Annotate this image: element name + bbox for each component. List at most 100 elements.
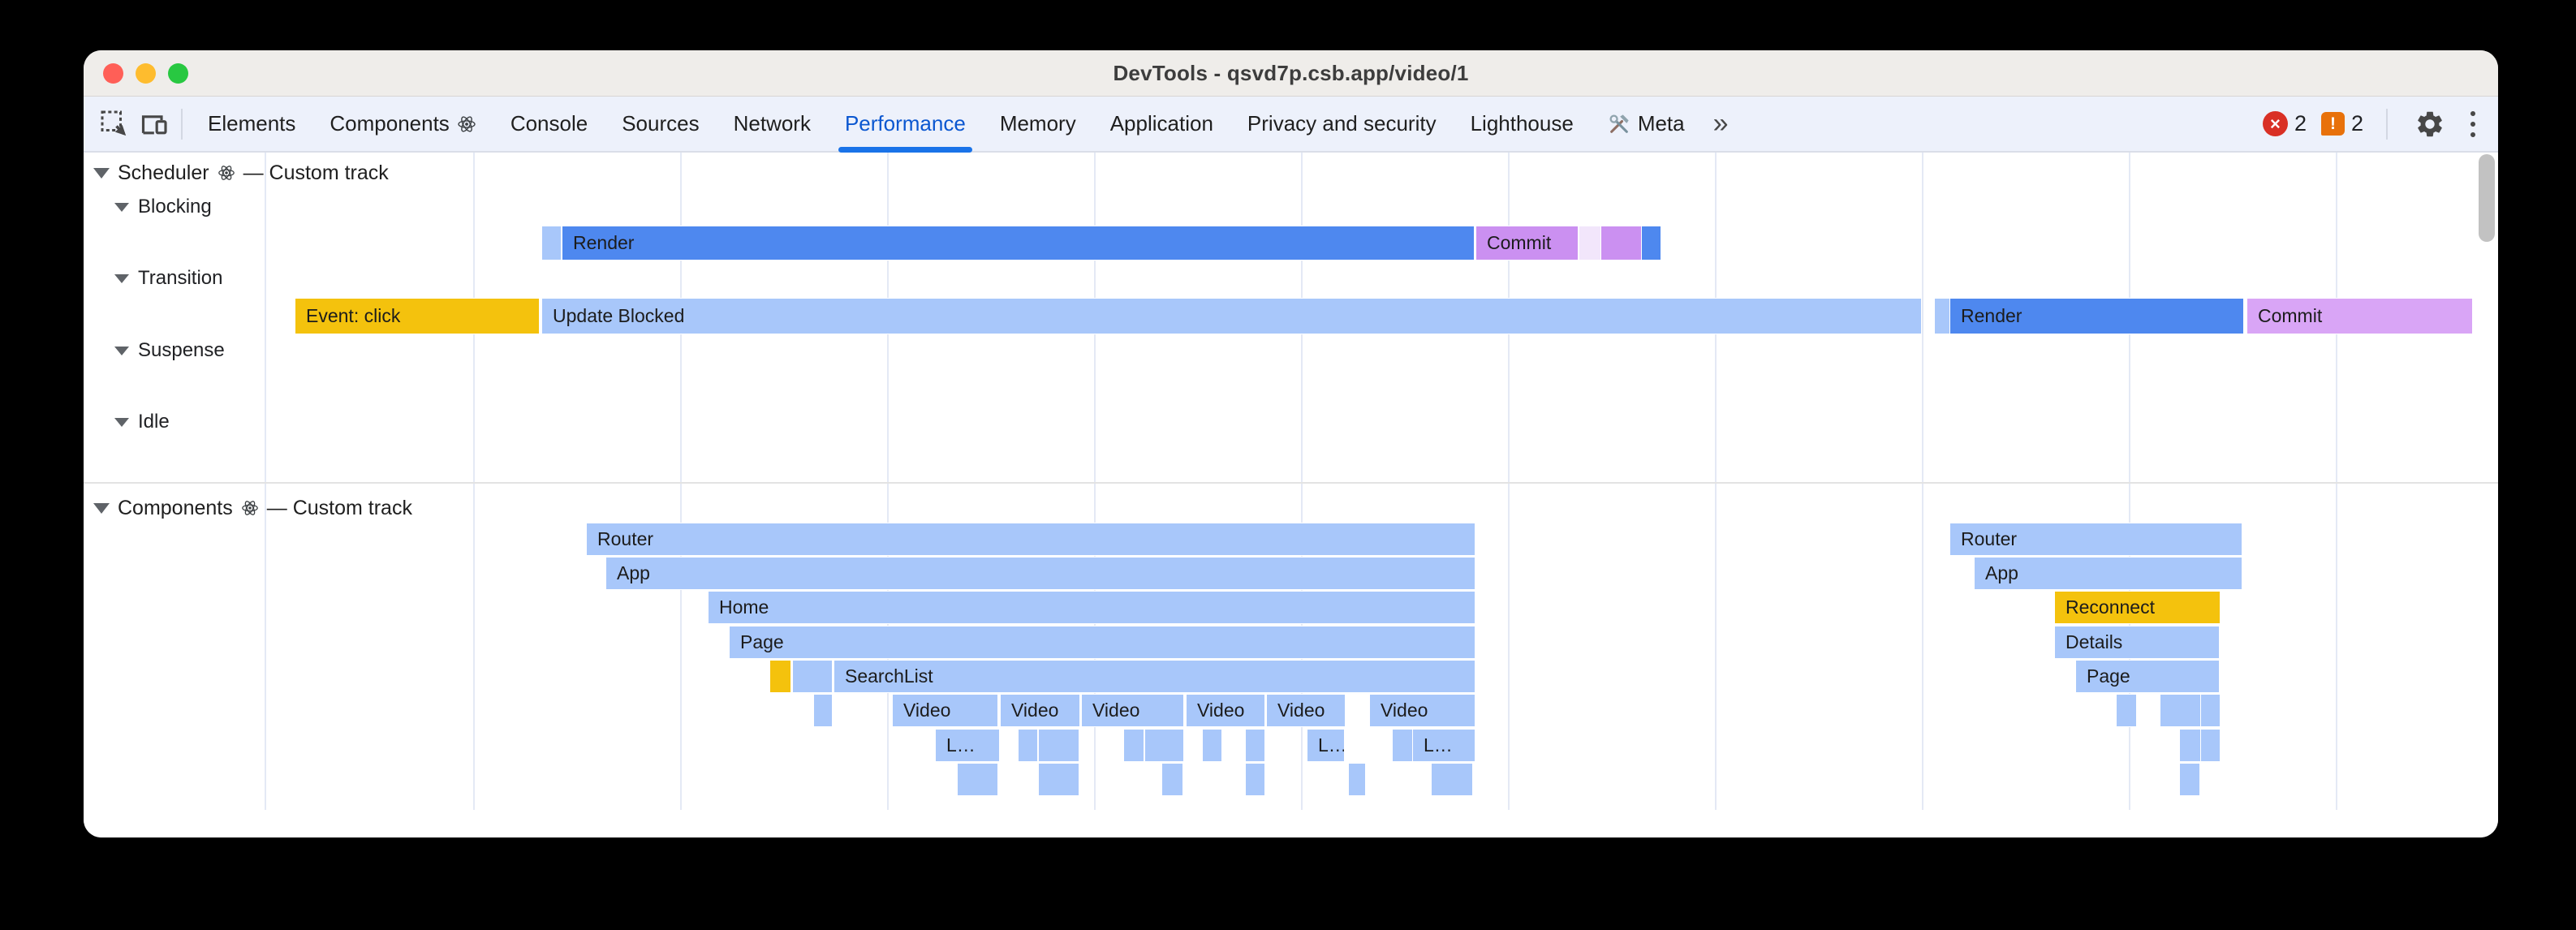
error-icon: ×	[2262, 111, 2288, 136]
flame-bar[interactable]	[1124, 730, 1144, 761]
tab-performance[interactable]: Performance	[828, 97, 983, 153]
track-suffix: — Custom track	[243, 161, 389, 184]
track-header-scheduler[interactable]: Scheduler — Custom track	[93, 159, 389, 187]
tab-label: Application	[1109, 111, 1213, 136]
flame-bar[interactable]	[542, 226, 561, 260]
performance-panel: Scheduler — Custom track Components — Cu…	[84, 153, 2498, 837]
flame-bar[interactable]	[1039, 764, 1079, 795]
react-atom-icon	[218, 164, 235, 182]
flame-bar[interactable]	[1203, 730, 1221, 761]
collapse-arrow-icon[interactable]	[114, 346, 129, 355]
tab-memory[interactable]: Memory	[983, 97, 1093, 151]
lane-label-suspense[interactable]: Suspense	[114, 338, 225, 363]
flame-bar-page[interactable]: Page	[2076, 661, 2219, 692]
flame-bar[interactable]	[2201, 695, 2220, 726]
tab-application[interactable]: Application	[1093, 97, 1230, 151]
flame-bar[interactable]	[1019, 730, 1037, 761]
flame-bar-router[interactable]: Router	[1950, 523, 2242, 555]
tab-elements[interactable]: Elements	[191, 97, 312, 151]
error-count: 2	[2294, 111, 2307, 136]
menu-button[interactable]	[2464, 110, 2482, 137]
window-title: DevTools - qsvd7p.csb.app/video/1	[1113, 60, 1469, 85]
flame-bar[interactable]	[2201, 730, 2220, 761]
devtools-window: DevTools - qsvd7p.csb.app/video/1 Elemen	[84, 50, 2498, 837]
gridline	[887, 153, 889, 810]
flame-bar-render[interactable]: Render	[562, 226, 1474, 260]
flame-bar[interactable]	[814, 695, 832, 726]
flame-bar[interactable]	[1432, 764, 1472, 795]
flame-bar[interactable]	[1349, 764, 1365, 795]
tab-sources[interactable]: Sources	[605, 97, 716, 151]
lane-label-blocking[interactable]: Blocking	[114, 195, 212, 219]
flame-bar-video[interactable]: Video	[1267, 695, 1345, 726]
lane-label-idle[interactable]: Idle	[114, 410, 170, 434]
collapse-arrow-icon[interactable]	[93, 502, 110, 514]
inspect-element-button[interactable]	[95, 103, 134, 145]
flame-bar[interactable]	[1393, 730, 1412, 761]
flame-bar[interactable]	[1642, 226, 1661, 260]
vertical-scrollbar[interactable]	[2479, 154, 2495, 242]
flame-bar-video[interactable]: Video	[1187, 695, 1264, 726]
flame-bar[interactable]	[1246, 730, 1264, 761]
flame-bar[interactable]	[2180, 764, 2199, 795]
flame-chart[interactable]: Scheduler — Custom track Components — Cu…	[84, 153, 2498, 837]
flame-bar[interactable]	[1601, 226, 1641, 260]
flame-bar[interactable]	[770, 661, 790, 692]
flame-bar[interactable]	[958, 764, 997, 795]
tab-network[interactable]: Network	[717, 97, 828, 151]
settings-button[interactable]	[2410, 103, 2449, 145]
flame-bar-reconnect[interactable]: Reconnect	[2055, 592, 2220, 623]
flame-bar-video[interactable]: Video	[1001, 695, 1079, 726]
flame-bar-event-click[interactable]: Event: click	[295, 299, 539, 334]
flame-bar-l[interactable]: L…	[936, 730, 999, 761]
close-button[interactable]	[103, 62, 123, 84]
flame-bar-l[interactable]: L…	[1413, 730, 1475, 761]
minimize-button[interactable]	[136, 62, 156, 84]
gridline	[680, 153, 682, 810]
warning-badge[interactable]: ! 2	[2320, 111, 2363, 136]
flame-bar-video[interactable]: Video	[1370, 695, 1475, 726]
tab-console[interactable]: Console	[493, 97, 605, 151]
tab-components[interactable]: Components	[312, 97, 493, 151]
flame-bar-searchlist[interactable]: SearchList	[834, 661, 1475, 692]
flame-bar-l[interactable]: L…	[1307, 730, 1344, 761]
tab-meta[interactable]: Meta	[1591, 97, 1702, 151]
collapse-arrow-icon[interactable]	[114, 202, 129, 212]
error-badge[interactable]: × 2	[2262, 111, 2307, 136]
flame-bar[interactable]	[1145, 730, 1183, 761]
flame-bar-video[interactable]: Video	[893, 695, 997, 726]
flame-bar-app[interactable]: App	[606, 558, 1475, 589]
tab-privacy-and-security[interactable]: Privacy and security	[1230, 97, 1454, 151]
track-name: Scheduler	[118, 161, 209, 184]
flame-bar-details[interactable]: Details	[2055, 626, 2219, 658]
flame-bar[interactable]	[1579, 226, 1600, 260]
collapse-arrow-icon[interactable]	[114, 417, 129, 427]
flame-bar[interactable]	[2180, 730, 2200, 761]
flame-bar-router[interactable]: Router	[587, 523, 1475, 555]
gridline	[1508, 153, 1510, 810]
zoom-button[interactable]	[168, 62, 188, 84]
tab-lighthouse[interactable]: Lighthouse	[1454, 97, 1591, 151]
flame-bar-render[interactable]: Render	[1950, 299, 2243, 334]
flame-bar[interactable]	[793, 661, 832, 692]
flame-bar[interactable]	[2160, 695, 2200, 726]
flame-bar-video[interactable]: Video	[1082, 695, 1183, 726]
flame-bar[interactable]	[1039, 730, 1079, 761]
flame-bar[interactable]	[2117, 695, 2136, 726]
device-toolbar-button[interactable]	[134, 103, 173, 145]
collapse-arrow-icon[interactable]	[114, 273, 129, 283]
more-tabs-button[interactable]: »	[1712, 108, 1729, 139]
track-suffix: — Custom track	[266, 497, 412, 519]
flame-bar[interactable]	[1935, 299, 1949, 334]
flame-bar[interactable]	[1246, 764, 1264, 795]
flame-bar-home[interactable]: Home	[709, 592, 1475, 623]
lane-label-transition[interactable]: Transition	[114, 266, 222, 291]
collapse-arrow-icon[interactable]	[93, 167, 110, 179]
flame-bar-app[interactable]: App	[1975, 558, 2242, 589]
flame-bar-update-blocked[interactable]: Update Blocked	[542, 299, 1921, 334]
flame-bar-commit[interactable]: Commit	[2247, 299, 2472, 334]
track-header-components[interactable]: Components — Custom track	[93, 494, 412, 522]
flame-bar[interactable]	[1162, 764, 1182, 795]
flame-bar-commit[interactable]: Commit	[1476, 226, 1578, 260]
flame-bar-page[interactable]: Page	[730, 626, 1475, 658]
